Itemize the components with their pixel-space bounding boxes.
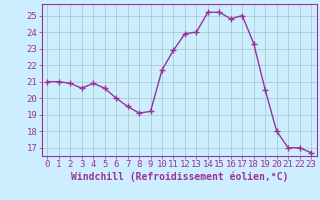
X-axis label: Windchill (Refroidissement éolien,°C): Windchill (Refroidissement éolien,°C)	[70, 172, 288, 182]
